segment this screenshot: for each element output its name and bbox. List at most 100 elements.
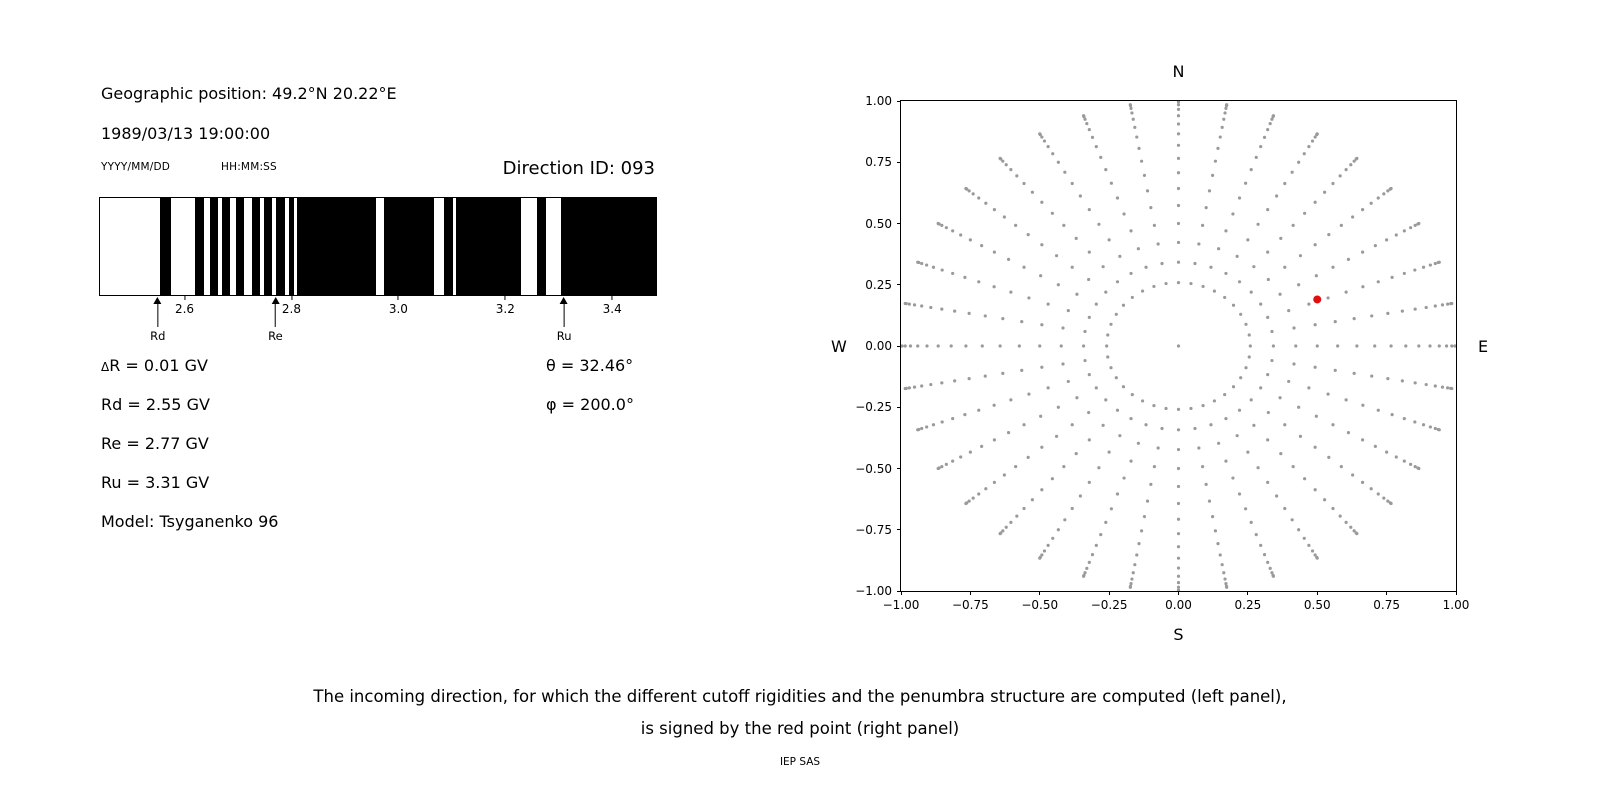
- direction-dot: [1042, 139, 1047, 143]
- direction-dot: [1087, 560, 1091, 564]
- direction-dot: [1176, 545, 1181, 549]
- direction-dot: [977, 408, 981, 412]
- direction-dot: [1266, 480, 1270, 484]
- direction-dot: [1369, 201, 1373, 205]
- direction-dot: [1131, 571, 1135, 575]
- direction-dot: [1235, 254, 1239, 258]
- label-east: E: [1478, 337, 1489, 356]
- direction-dot: [1210, 173, 1215, 177]
- direction-dot: [1216, 542, 1220, 546]
- direction-dot: [1231, 303, 1236, 307]
- direction-dot: [1270, 117, 1274, 121]
- direction-dot: [1040, 445, 1044, 449]
- direction-dot: [1201, 403, 1205, 408]
- y-tick-label: 0.75: [865, 155, 892, 170]
- direction-dot: [1046, 145, 1050, 149]
- direction-dot: [1222, 571, 1226, 575]
- direction-dot: [951, 229, 955, 233]
- direction-dot: [1118, 434, 1122, 438]
- direction-dot: [920, 304, 924, 308]
- direction-dot: [1094, 386, 1098, 390]
- direction-dot: [967, 499, 971, 503]
- direction-dot: [1331, 423, 1335, 427]
- direction-dot: [1164, 281, 1168, 286]
- direction-dot: [959, 455, 963, 459]
- direction-dot: [1209, 423, 1213, 427]
- direction-dot: [1001, 529, 1005, 533]
- direction-dot: [1291, 223, 1295, 227]
- direction-dot: [1313, 488, 1317, 492]
- x-tick-label: 3.0: [388, 302, 408, 316]
- penumbra-band: [288, 198, 295, 295]
- direction-dot: [1109, 507, 1113, 511]
- direction-dot: [1386, 189, 1390, 193]
- direction-dot: [1210, 515, 1215, 519]
- direction-dot: [1313, 365, 1317, 369]
- direction-dot: [1075, 396, 1079, 400]
- direction-dot: [1189, 281, 1193, 286]
- direction-dot: [940, 307, 944, 311]
- direction-dot: [1207, 499, 1212, 503]
- direction-dot: [1109, 322, 1113, 326]
- x-tick-mark: [1247, 591, 1249, 595]
- direction-dot: [1176, 501, 1181, 506]
- direction-dot: [1266, 250, 1270, 254]
- direction-dot: [1450, 301, 1454, 306]
- direction-dot: [1050, 211, 1054, 215]
- direction-dot: [1176, 574, 1181, 578]
- direction-dot: [1302, 536, 1306, 540]
- direction-dot: [1040, 200, 1044, 204]
- direction-dot: [1259, 543, 1263, 547]
- direction-dot: [1244, 366, 1248, 370]
- direction-dot: [951, 416, 955, 421]
- direction-dot: [1074, 452, 1078, 456]
- direction-dot: [1176, 132, 1181, 136]
- direction-dot: [1413, 465, 1417, 469]
- direction-dot: [1176, 344, 1181, 348]
- direction-dot: [1056, 160, 1060, 164]
- direction-dot: [1290, 518, 1294, 522]
- direction-dot: [1252, 423, 1256, 427]
- direction-dot: [1115, 196, 1120, 200]
- direction-dot: [1070, 265, 1074, 269]
- direction-dot: [1197, 242, 1201, 246]
- direction-dot: [1351, 215, 1355, 219]
- direction-dot: [1224, 582, 1228, 586]
- label-north: N: [1172, 62, 1185, 81]
- direction-dot: [1040, 135, 1044, 139]
- direction-dot: [1212, 399, 1217, 403]
- direction-dot: [1128, 103, 1132, 107]
- direction-dot: [1390, 275, 1394, 279]
- direction-dot: [1001, 371, 1005, 375]
- direction-dot: [1006, 257, 1011, 261]
- direction-dot: [1213, 529, 1218, 533]
- direction-dot: [1209, 265, 1213, 269]
- tick-mark: [504, 296, 506, 300]
- y-tick-label: 0.25: [865, 277, 892, 292]
- direction-dot: [1176, 407, 1181, 412]
- direction-dot: [1099, 532, 1103, 537]
- direction-dot: [1081, 114, 1086, 118]
- theta-value: θ = 32.46°: [546, 356, 634, 375]
- direction-dot: [1083, 117, 1087, 121]
- direction-dot: [1104, 520, 1108, 524]
- direction-dot: [1038, 556, 1042, 560]
- direction-dot: [1246, 238, 1250, 242]
- penumbra-band: [384, 198, 435, 295]
- direction-dot: [1087, 208, 1091, 212]
- direction-dot: [1145, 499, 1150, 503]
- direction-dot: [1135, 553, 1139, 557]
- direction-dot: [1249, 520, 1253, 524]
- direction-dot: [949, 344, 953, 348]
- direction-dot: [1333, 368, 1337, 373]
- direction-dot: [1014, 465, 1018, 469]
- x-tick-label: 1.00: [1442, 598, 1470, 612]
- direction-dot: [1424, 305, 1428, 310]
- direction-dot: [1137, 542, 1141, 546]
- direction-dot: [1107, 450, 1111, 454]
- direction-dot: [940, 381, 944, 385]
- direction-dot: [1121, 303, 1126, 307]
- direction-dot: [1087, 410, 1091, 415]
- direction-dot: [1176, 428, 1181, 432]
- direction-dot: [1145, 189, 1150, 193]
